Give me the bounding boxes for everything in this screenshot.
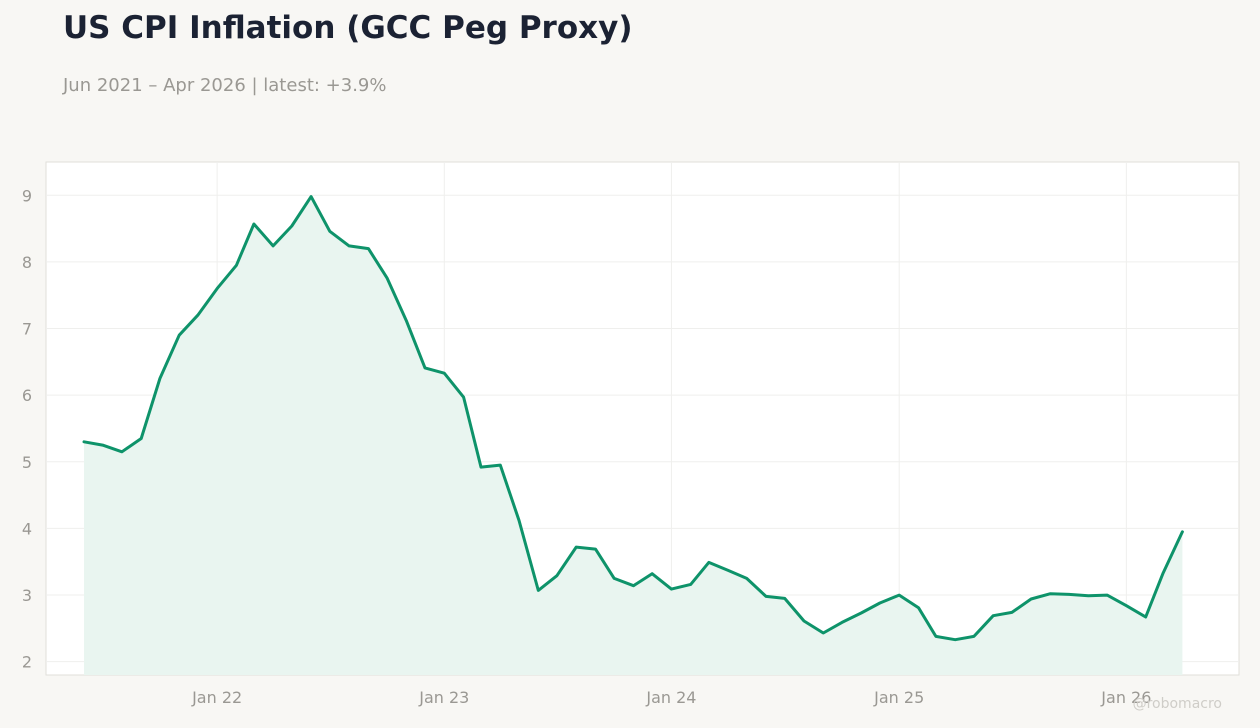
y-tick-label: 9 <box>22 186 32 205</box>
y-tick-label: 6 <box>22 386 32 405</box>
cpi-series-line <box>82 195 1184 642</box>
x-tick-label: Jan 24 <box>645 688 696 707</box>
x-tick-label: Jan 25 <box>873 688 924 707</box>
y-tick-label: 7 <box>22 320 32 339</box>
y-tick-label: 4 <box>22 519 32 538</box>
y-tick-label: 2 <box>22 653 32 672</box>
x-tick-label: Jan 26 <box>1100 688 1151 707</box>
y-tick-label: 5 <box>22 453 32 472</box>
y-tick-label: 8 <box>22 253 32 272</box>
x-axis: Jan 22 Jan 23 Jan 24 Jan 25 Jan 26 <box>191 688 1151 707</box>
chart-title: US CPI Inflation (GCC Peg Proxy) <box>63 10 633 46</box>
x-tick-label: Jan 23 <box>418 688 469 707</box>
line-layer <box>82 195 1184 642</box>
cpi-area-fill <box>84 196 1183 675</box>
x-tick-label: Jan 22 <box>191 688 242 707</box>
chart-subtitle: Jun 2021 – Apr 2026 | latest: +3.9% <box>63 75 387 96</box>
y-tick-label: 3 <box>22 586 32 605</box>
area-layer <box>84 196 1183 675</box>
watermark: @robomacro <box>1132 696 1222 712</box>
y-axis: 2 3 4 5 6 7 8 9 <box>22 186 32 671</box>
